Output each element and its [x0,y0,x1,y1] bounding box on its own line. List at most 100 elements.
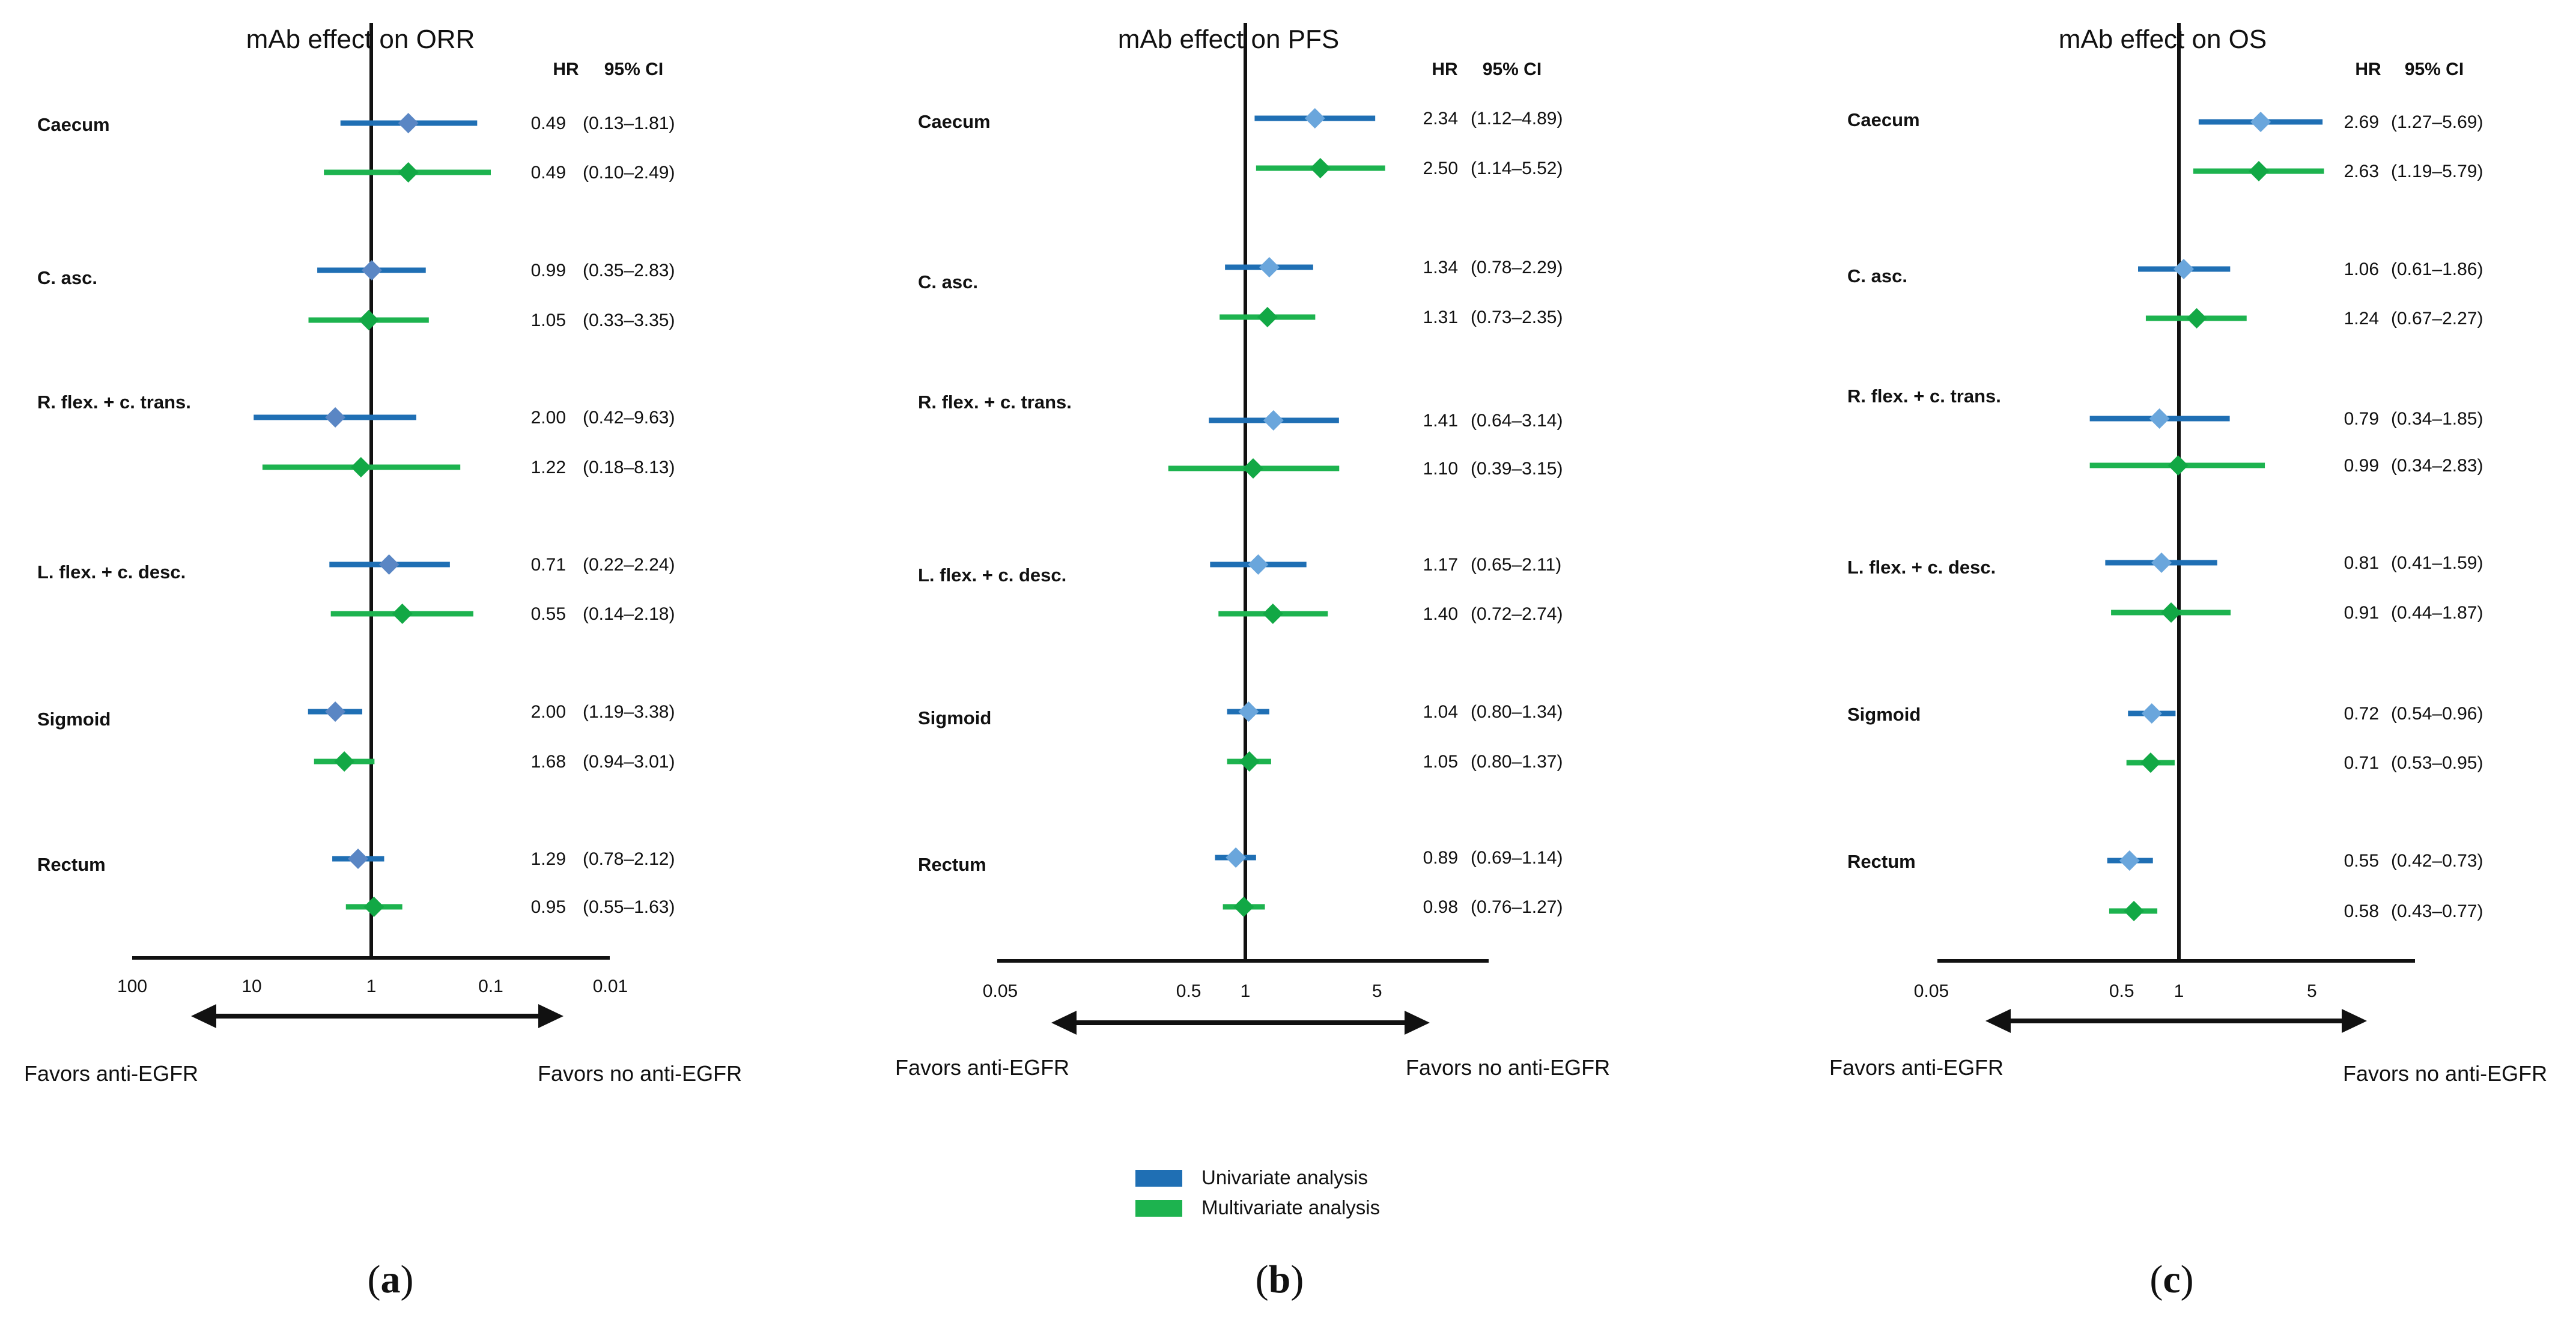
hr-value: 0.55 [2344,851,2379,871]
arrow-right-head [538,1004,564,1028]
hr-value: 1.06 [2344,259,2379,279]
category-label: Rectum [918,854,986,875]
panel-title: mAb effect on PFS [1118,25,1339,54]
hr-point [398,113,419,133]
hr-point [363,897,384,917]
hr-value: 2.00 [531,702,566,722]
category-label: C. asc. [918,271,978,292]
ci-value: (0.35–2.83) [583,261,675,280]
ci-value: (0.72–2.74) [1471,604,1563,624]
arrow-left-head [1985,1009,2011,1033]
category-label: Sigmoid [1847,704,1921,725]
hr-point [2186,308,2207,328]
category-label: L. flex. + c. desc. [918,565,1066,586]
ci-value: (0.80–1.37) [1471,752,1563,772]
favors-left-label: Favors anti-EGFR [24,1061,198,1086]
ci-value: (1.27–5.69) [2391,112,2483,132]
tick-label: 0.5 [1176,981,1201,1001]
hr-value: 1.31 [1423,307,1458,327]
tick-label: 5 [2307,981,2317,1001]
hr-point [325,701,346,722]
arrow-left-head [191,1004,216,1028]
ci-value: (0.78–2.29) [1471,258,1563,277]
favors-left-label: Favors anti-EGFR [895,1055,1069,1080]
hr-value: 1.40 [1423,604,1458,624]
category-label: Rectum [1847,851,1916,872]
arrow-left-head [1051,1011,1077,1035]
hr-value: 2.69 [2344,112,2379,132]
ci-value: (0.13–1.81) [583,114,675,133]
hr-value: 1.17 [1423,555,1458,575]
hr-value: 0.81 [2344,553,2379,573]
ci-value: (0.67–2.27) [2391,309,2483,328]
ci-header: 95% CI [1483,59,1542,79]
ci-value: (0.61–1.86) [2391,259,2483,279]
hr-value: 1.05 [531,310,566,330]
arrow-right-head [1405,1011,1430,1035]
hr-value: 2.34 [1423,109,1458,129]
hr-point [2248,161,2269,181]
ci-value: (0.94–3.01) [583,752,675,772]
hr-value: 0.71 [2344,753,2379,773]
hr-point [2174,259,2195,279]
hr-value: 0.49 [531,114,566,133]
hr-point [1262,604,1283,624]
hr-value: 0.58 [2344,901,2379,921]
hr-point [1259,257,1280,277]
favors-right-label: Favors no anti-EGFR [2343,1061,2547,1086]
legend-swatch-multivariate [1135,1200,1182,1217]
ci-value: (0.42–0.73) [2391,851,2483,871]
hr-point [2141,703,2162,724]
hr-point [2149,408,2170,429]
hr-value: 1.34 [1423,258,1458,277]
panel-os: mAb effect on OS HR 95% CI Favors anti-E… [1829,23,2547,1301]
hr-point [398,162,419,183]
hr-value: 0.98 [1423,897,1458,917]
ci-value: (0.33–3.35) [583,310,675,330]
tick-label: 0.1 [478,976,503,996]
hr-value: 2.63 [2344,162,2379,181]
category-label: Caecum [37,114,110,135]
ci-value: (0.44–1.87) [2391,603,2483,623]
hr-point [392,604,413,624]
ci-value: (0.43–0.77) [2391,901,2483,921]
hr-value: 1.29 [531,849,566,869]
category-label: Rectum [37,854,106,875]
hr-value: 1.24 [2344,309,2379,328]
category-label: L. flex. + c. desc. [37,562,186,583]
category-label: C. asc. [1847,265,1907,286]
hr-point [2250,112,2271,132]
ci-value: (0.55–1.63) [583,897,675,917]
hr-point [1257,307,1278,327]
tick-label: 1 [2174,981,2184,1001]
ci-value: (0.34–2.83) [2391,456,2483,476]
category-label: L. flex. + c. desc. [1847,557,1996,578]
panel-orr: mAb effect on ORR HR 95% CI Favors anti-… [24,23,742,1301]
category-label: R. flex. + c. trans. [1847,386,2001,407]
ci-value: (0.34–1.85) [2391,409,2483,429]
category-label: Caecum [918,111,991,132]
hr-value: 0.72 [2344,704,2379,724]
hr-point [1238,701,1259,722]
hr-value: 0.71 [531,555,566,575]
tick-label: 0.05 [1914,981,1949,1001]
ci-header: 95% CI [2405,59,2464,79]
hr-point [2140,752,2161,773]
ci-value: (0.53–0.95) [2391,753,2483,773]
tick-label: 1 [366,976,377,996]
hr-point [1226,847,1247,868]
tick-label: 1 [1241,981,1251,1001]
hr-point [2167,455,2189,476]
favors-left-label: Favors anti-EGFR [1829,1055,2003,1080]
hr-header: HR [553,59,579,79]
legend: Univariate analysis Multivariate analysi… [1135,1166,1380,1219]
ci-value: (1.19–3.38) [583,702,675,722]
ci-value: (0.73–2.35) [1471,307,1563,327]
hr-value: 1.05 [1423,752,1458,772]
panel-title: mAb effect on OS [2059,25,2267,54]
ci-value: (1.19–5.79) [2391,162,2483,181]
panel-letter: a [381,1258,401,1301]
hr-value: 0.49 [531,163,566,183]
hr-header: HR [1432,59,1458,79]
